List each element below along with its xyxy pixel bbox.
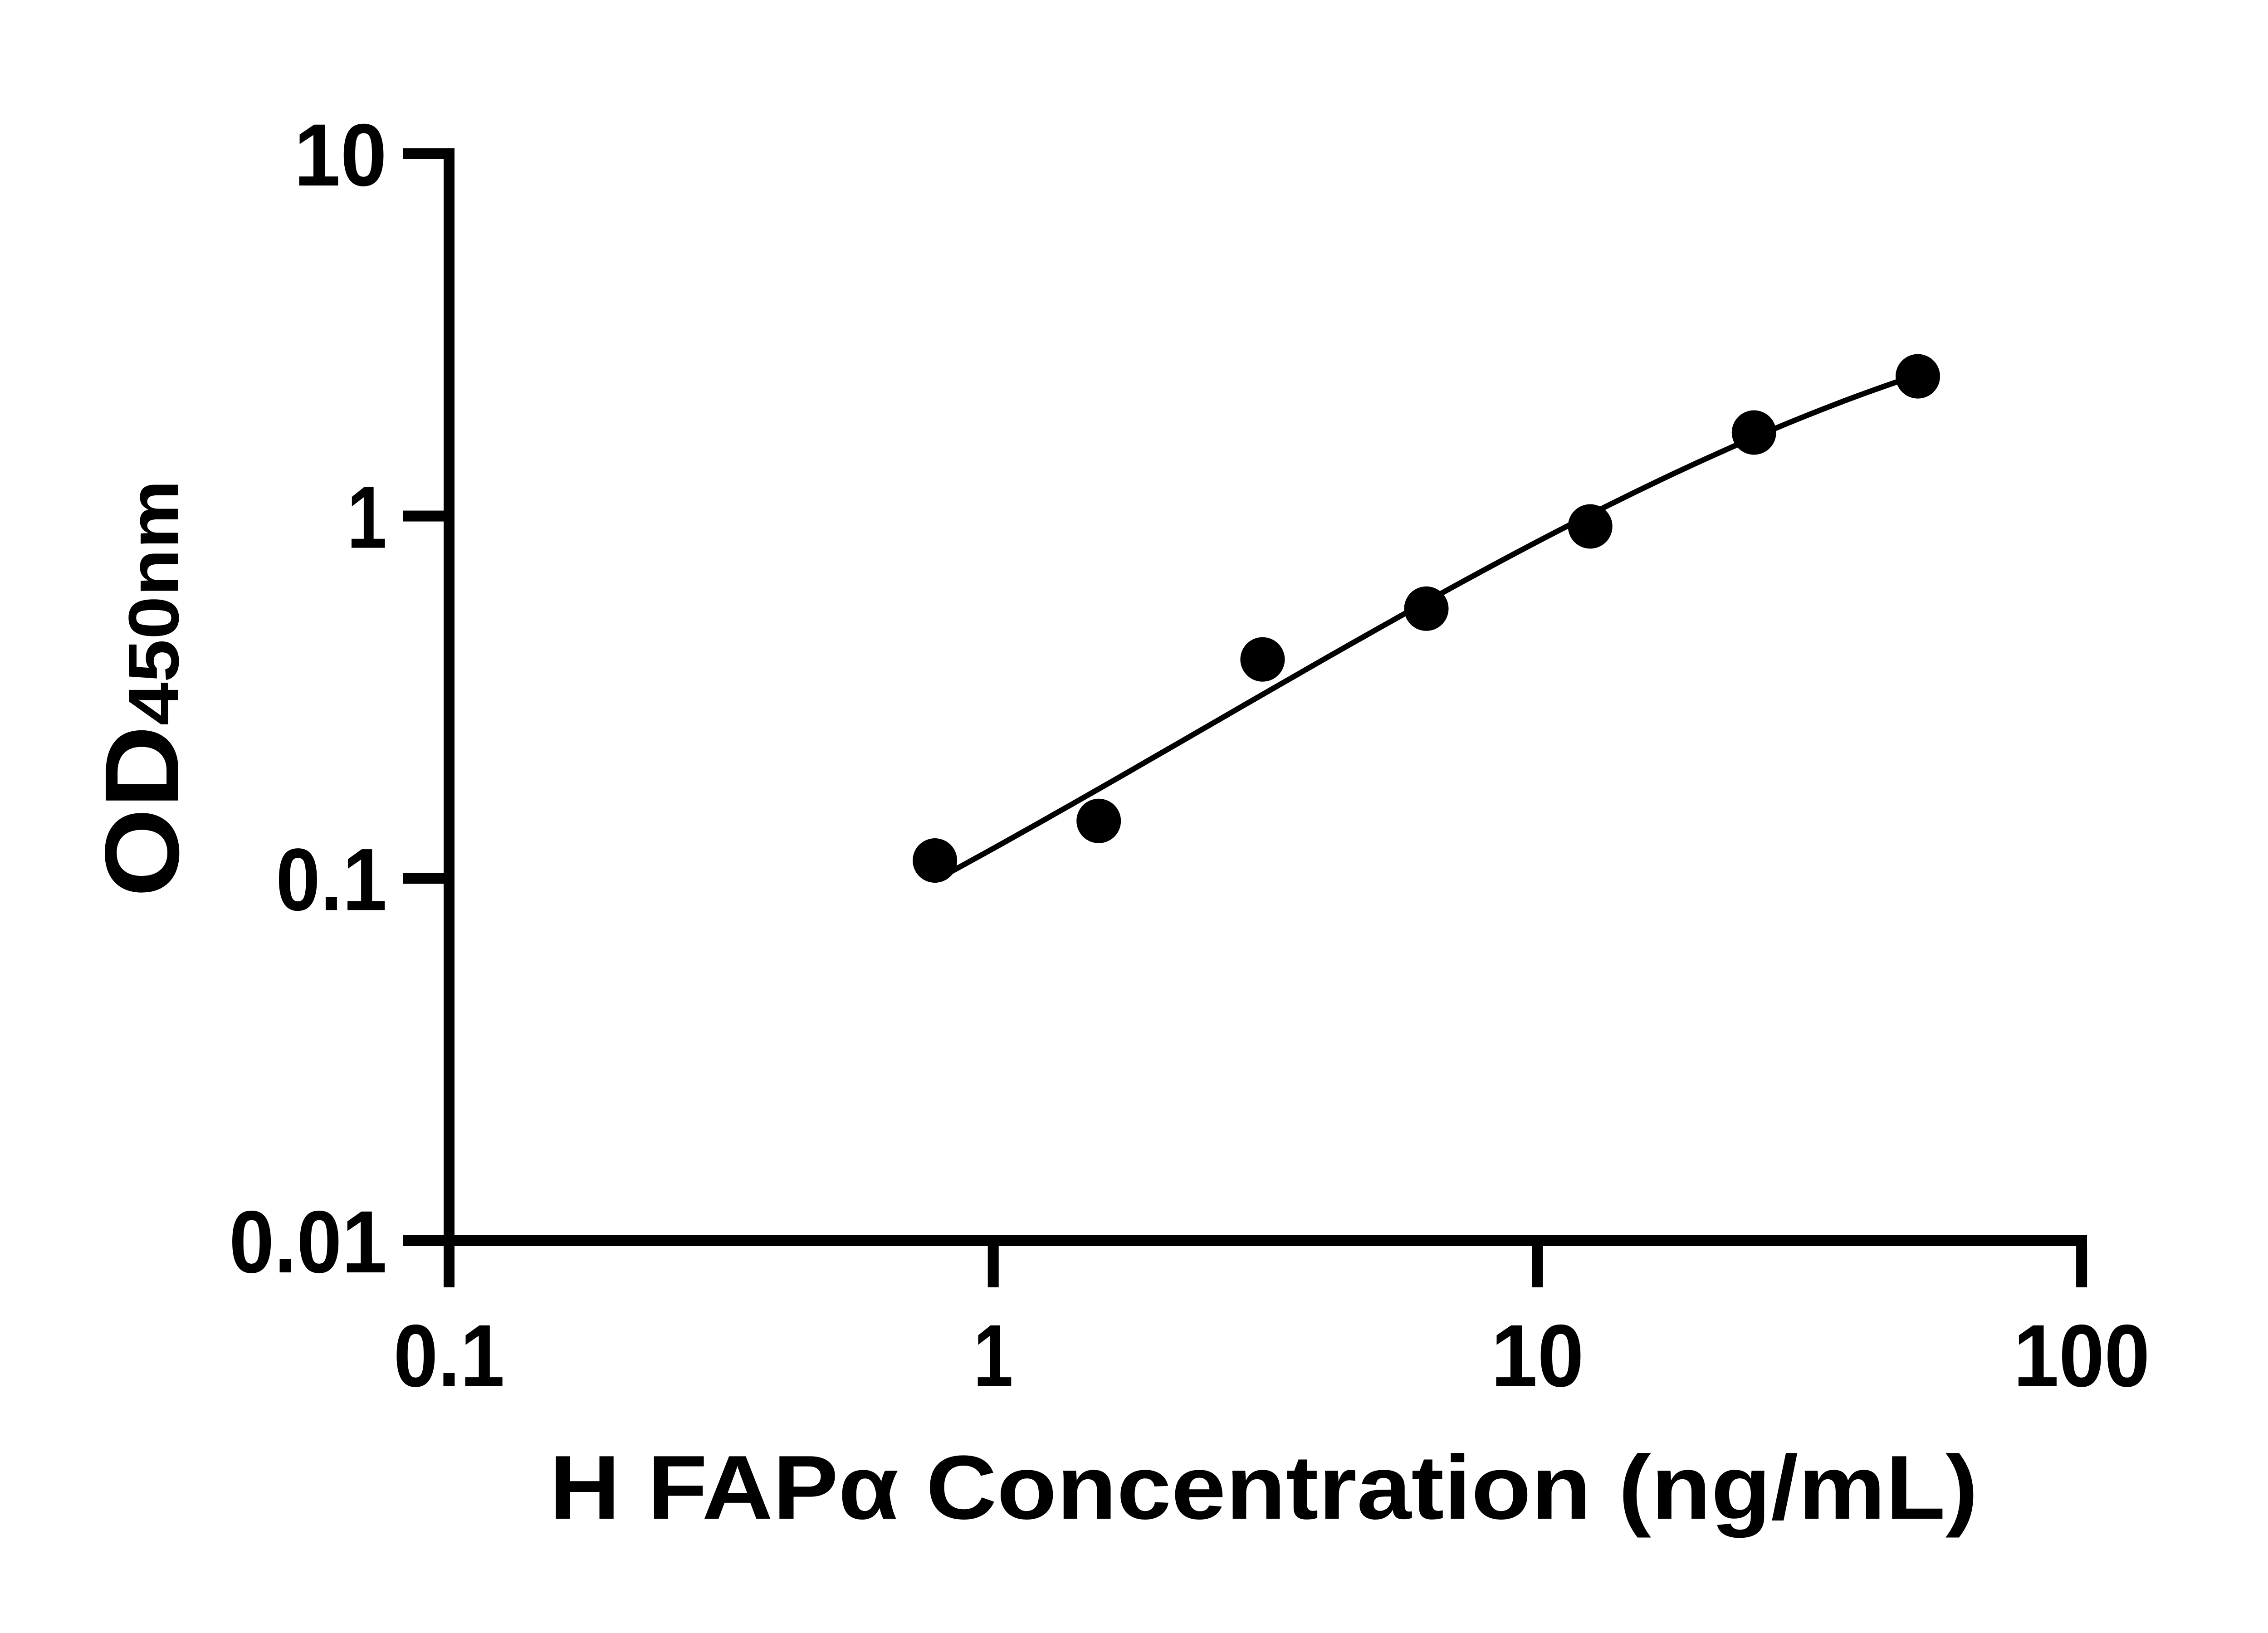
x-ticks bbox=[444, 1246, 2087, 1287]
y-tick bbox=[403, 1235, 455, 1246]
y-tick-label: 10 bbox=[294, 106, 387, 205]
data-point bbox=[1404, 586, 1449, 631]
data-point bbox=[1896, 354, 1940, 399]
x-tick bbox=[444, 1246, 455, 1287]
x-tick-labels: 0.1 1 10 100 bbox=[394, 1306, 2150, 1405]
y-tick bbox=[403, 873, 455, 884]
y-tick-label: 1 bbox=[347, 468, 387, 567]
x-tick-label: 0.1 bbox=[394, 1306, 505, 1405]
x-tick-label: 10 bbox=[1491, 1306, 1584, 1405]
y-tick-labels: 10 1 0.1 0.01 bbox=[229, 106, 387, 1291]
y-tick bbox=[403, 148, 455, 159]
x-axis-title: H FAPα Concentration (ng/mL) bbox=[549, 1437, 1978, 1538]
x-tick bbox=[1532, 1246, 1543, 1287]
y-tick-label: 0.1 bbox=[276, 830, 387, 929]
y-tick-label: 0.01 bbox=[229, 1193, 387, 1291]
x-tick-label: 1 bbox=[973, 1306, 1013, 1405]
x-tick bbox=[987, 1246, 999, 1287]
x-axis-line bbox=[444, 1235, 2087, 1246]
y-ticks bbox=[403, 148, 455, 1246]
data-point bbox=[1731, 410, 1776, 455]
data-point bbox=[913, 838, 958, 883]
y-axis-title-sub: 450nm bbox=[114, 480, 194, 725]
data-point bbox=[1076, 798, 1121, 843]
y-tick bbox=[403, 510, 455, 522]
x-tick-label: 100 bbox=[2014, 1306, 2150, 1405]
data-points bbox=[913, 354, 1940, 883]
y-axis-title: OD450nm bbox=[83, 480, 201, 897]
x-tick bbox=[2076, 1246, 2087, 1287]
data-point bbox=[1240, 637, 1285, 682]
y-axis-title-main: OD bbox=[83, 725, 201, 897]
data-point bbox=[1568, 504, 1613, 549]
y-axis-line bbox=[444, 148, 455, 1246]
